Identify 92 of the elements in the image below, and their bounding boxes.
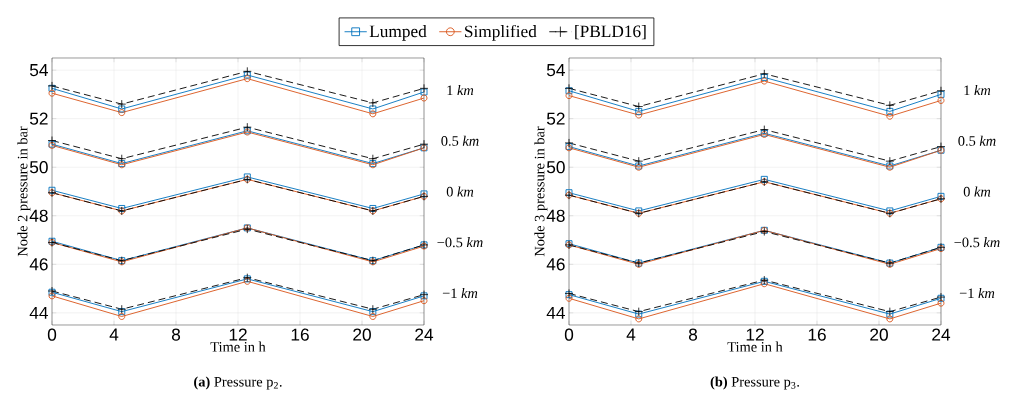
legend-label: Lumped (369, 24, 427, 41)
point (634, 102, 644, 111)
text: 0 km (446, 186, 474, 197)
point (936, 142, 946, 151)
x-tick-label: 0 (47, 328, 57, 341)
x-tick-label: 16 (291, 328, 309, 341)
point (886, 315, 894, 323)
x-tick-label: 8 (171, 328, 181, 341)
x-tick-label: 8 (688, 328, 698, 341)
point (565, 92, 573, 100)
point (369, 308, 377, 316)
y-tick-label: 48 (546, 209, 565, 222)
x-tick-label: 0 (564, 328, 574, 341)
point (118, 105, 126, 113)
point (117, 99, 127, 109)
legend-label: [PBLD16] (575, 24, 646, 40)
text: 1 km (964, 85, 991, 96)
x-tick-label: 4 (109, 328, 119, 341)
point (886, 107, 894, 115)
point (243, 75, 251, 83)
point (118, 313, 126, 320)
text: 0.5 km (441, 135, 479, 146)
point (369, 110, 377, 118)
point (419, 83, 429, 93)
point (760, 77, 768, 85)
y-tick-label: 46 (29, 258, 48, 271)
text: −0.5 km (437, 237, 483, 248)
point (565, 87, 573, 95)
y-tick-label: 54 (29, 64, 48, 77)
point (242, 66, 252, 76)
point (47, 136, 57, 145)
x-tick-label: 12 (746, 328, 764, 341)
point (760, 73, 768, 81)
x-tick-label: 12 (229, 328, 247, 341)
point (117, 154, 127, 164)
point (937, 90, 945, 98)
point (368, 154, 378, 164)
text: (b) Pressure p$_{3}$. (710, 376, 799, 390)
x-tick-label: 20 (353, 328, 371, 341)
x-axis-title: Time in h (210, 341, 266, 352)
y-tick-label: 46 (546, 258, 565, 271)
point (564, 138, 574, 148)
point (368, 98, 378, 108)
point (886, 112, 894, 120)
y-tick-label: 50 (29, 161, 48, 174)
point (242, 122, 252, 132)
point (368, 304, 378, 314)
text: (a) Pressure p$_{2}$. (194, 376, 282, 390)
x-tick-label: 20 (870, 328, 888, 341)
y-tick-label: 44 (546, 306, 565, 319)
point (420, 297, 428, 305)
point (118, 308, 126, 316)
point (48, 89, 56, 97)
text: 0.5 km (958, 135, 996, 146)
point (937, 97, 945, 104)
point (419, 139, 429, 149)
point (634, 156, 644, 166)
point (369, 105, 377, 113)
text: 1 km (447, 85, 474, 96)
point (885, 100, 895, 110)
point (759, 125, 769, 134)
text: −1 km (959, 287, 995, 298)
point (759, 69, 769, 79)
point (369, 313, 377, 320)
x-tick-label: 24 (415, 328, 434, 341)
point (243, 71, 251, 79)
text: −0.5 km (954, 237, 1000, 248)
y-tick-label: 52 (29, 112, 48, 125)
point (635, 315, 643, 323)
point (48, 292, 56, 300)
point (420, 94, 428, 102)
y-tick-label: 52 (546, 112, 565, 125)
y-tick-label: 48 (29, 209, 48, 222)
point (564, 83, 574, 93)
point (118, 109, 126, 117)
point (936, 86, 946, 96)
legend-label: Simplified (465, 24, 537, 41)
x-tick-label: 16 (808, 328, 826, 341)
point (635, 107, 643, 115)
point (937, 299, 945, 307)
y-tick-label: 50 (546, 161, 565, 174)
y-tick-label: 44 (29, 306, 48, 319)
x-axis-title: Time in h (727, 341, 783, 352)
text: 0 km (963, 186, 991, 197)
point (420, 88, 428, 96)
point (117, 304, 127, 314)
point (635, 111, 643, 119)
text: −1 km (442, 287, 478, 298)
point (885, 156, 895, 166)
x-tick-label: 4 (626, 328, 636, 341)
y-tick-label: 54 (546, 64, 565, 77)
x-tick-label: 24 (932, 328, 951, 341)
